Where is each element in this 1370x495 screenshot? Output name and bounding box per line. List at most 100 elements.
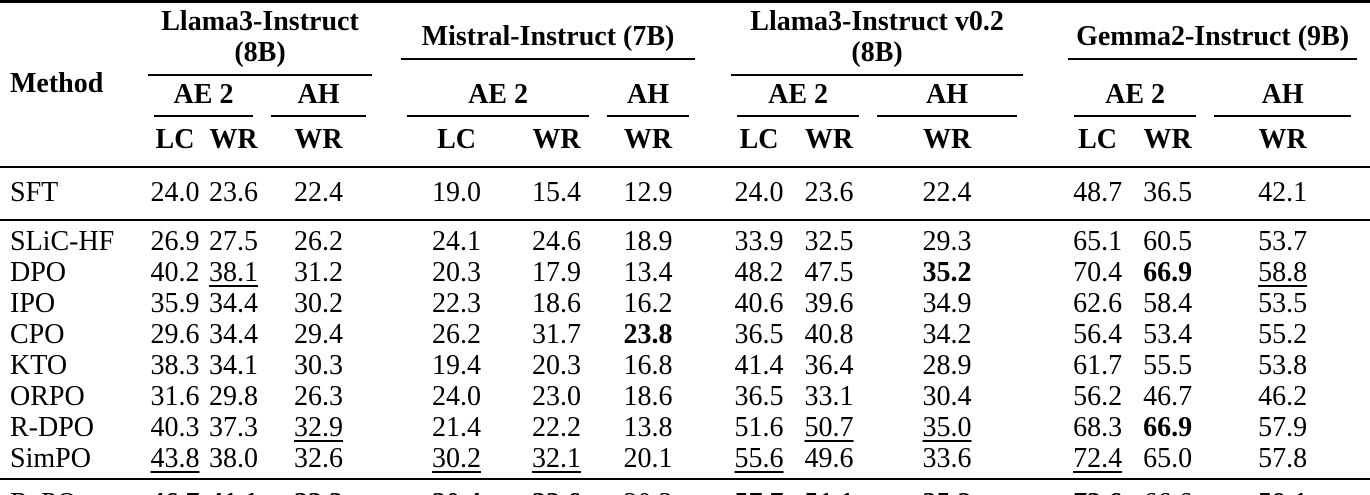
value: 65.0 <box>1143 442 1193 474</box>
value: 48.7 <box>1073 177 1123 209</box>
value-cell: 39.6 <box>790 288 868 319</box>
value: 62.6 <box>1073 287 1123 319</box>
value: 57.8 <box>1258 442 1308 474</box>
value: 21.4 <box>432 411 482 443</box>
value-cell: 56.2 <box>1065 381 1130 412</box>
benchmark-header-ah: AH <box>262 76 398 118</box>
value-cell: 20.3 <box>598 479 728 495</box>
metric-header-lc: LC <box>145 117 205 169</box>
value: 24.0 <box>734 177 784 209</box>
method-cell: ORPO <box>10 380 85 412</box>
method-cell: CPO <box>10 318 65 350</box>
value-cell: 29.6 <box>145 319 205 350</box>
metric-header-lc: LC <box>728 117 791 169</box>
value-cell: 40.6 <box>728 288 790 319</box>
value-cell: 48.2 <box>728 257 790 288</box>
value: 30.2 <box>294 287 343 319</box>
value: 16.8 <box>623 349 673 381</box>
value-cell: 31.7 <box>515 319 598 350</box>
value: 26.2 <box>432 318 482 350</box>
value-cell: 19.0 <box>398 167 516 221</box>
model-group-header-llama3: Llama3-Instruct (8B) <box>145 2 398 76</box>
value: 19.4 <box>432 349 482 381</box>
value: 34.4 <box>209 287 258 319</box>
table-row-dpo: DPO 40.2 38.1 31.2 20.3 17.9 13.4 48.2 47.5 35.2 7… <box>0 257 1370 288</box>
value-cell: 55.5 <box>1130 350 1205 381</box>
value-cell: 72.4 <box>1065 442 1131 480</box>
value: 24.0 <box>432 380 482 412</box>
benchmark-header-row: AE 2 AH AE 2 AH AE 2 AH AE 2 AH <box>0 76 1370 118</box>
value-cell: 22.3 <box>398 288 515 319</box>
value: 56.2 <box>1073 380 1123 412</box>
value: 16.2 <box>623 287 673 319</box>
metric-header-wr: WR <box>790 117 869 169</box>
value-cell: 41.4 <box>728 350 790 381</box>
value: 48.2 <box>734 256 784 288</box>
value-cell: 35.9 <box>145 288 205 319</box>
value: 35.9 <box>150 287 200 319</box>
value: 24.0 <box>150 177 200 209</box>
value: 31.7 <box>532 318 582 350</box>
value-cell: 35.2 <box>868 257 1065 288</box>
second-best-value: 38.1 <box>209 256 258 288</box>
value: 49.6 <box>804 442 854 474</box>
value-cell: 18.6 <box>598 381 728 412</box>
value-cell: 66.9 <box>1130 412 1205 443</box>
value: 22.4 <box>294 177 343 209</box>
value-cell: 30.4 <box>398 479 515 495</box>
metric-header-ah-wr: WR <box>598 117 729 169</box>
value-cell: 24.0 <box>398 381 515 412</box>
value: 28.9 <box>922 349 972 381</box>
value: 32.6 <box>294 442 343 474</box>
value-cell: 56.4 <box>1065 319 1130 350</box>
value-cell: 53.7 <box>1205 220 1370 257</box>
best-value: 46.7 <box>151 488 200 495</box>
value-cell: 38.3 <box>145 350 205 381</box>
value-cell: 34.2 <box>868 319 1065 350</box>
value-cell: 23.0 <box>515 381 598 412</box>
value-cell: 46.7 <box>145 479 205 495</box>
value: 33.1 <box>804 380 854 412</box>
value-cell: 46.7 <box>1130 381 1205 412</box>
value-cell: 49.6 <box>790 442 869 480</box>
value-cell: 22.4 <box>262 167 399 221</box>
second-best-value: 55.6 <box>734 442 784 474</box>
method-cell: SimPO <box>0 442 145 480</box>
value: 27.5 <box>209 225 258 257</box>
value-cell: 34.4 <box>205 319 262 350</box>
metric-header-ah-wr: WR <box>1205 117 1370 169</box>
model-header-row: Method Llama3-Instruct (8B) Mistral-Inst… <box>0 1 1370 169</box>
second-best-value: 66.6 <box>1143 488 1192 495</box>
method-cell: R-DPO <box>10 411 95 443</box>
value-cell: 32.5 <box>790 220 868 257</box>
value: 34.4 <box>209 318 258 350</box>
value-cell: 65.0 <box>1130 442 1206 480</box>
method-cell: KTO <box>10 349 68 381</box>
value: 39.6 <box>804 287 854 319</box>
benchmark-header-ae2: AE 2 <box>398 76 598 118</box>
benchmark-header-ae2: AE 2 <box>728 76 868 118</box>
value-cell: 35.0 <box>868 412 1065 443</box>
value-cell: 62.6 <box>1065 288 1130 319</box>
best-value: 59.1 <box>1258 488 1307 495</box>
value-cell: 26.3 <box>262 381 398 412</box>
value-cell: 18.9 <box>598 220 728 257</box>
best-value: 66.9 <box>1143 256 1193 288</box>
value: 55.2 <box>1258 318 1308 350</box>
value-cell: 15.4 <box>515 167 599 221</box>
value-cell: 13.4 <box>598 257 728 288</box>
benchmark-header-ae2: AE 2 <box>145 76 262 118</box>
value-cell: 36.5 <box>1130 167 1206 221</box>
value-cell: 17.9 <box>515 257 598 288</box>
value-cell: 33.3 <box>262 479 398 495</box>
value: 19.0 <box>432 177 482 209</box>
best-value: 33.6 <box>532 488 581 495</box>
benchmark-header-ah: AH <box>868 76 1065 118</box>
model-group-header-gemma2: Gemma2-Instruct (9B) <box>1065 2 1370 76</box>
value: 26.2 <box>294 225 343 257</box>
value: 20.3 <box>432 256 482 288</box>
value-cell: 32.9 <box>262 412 398 443</box>
value: 34.1 <box>209 349 258 381</box>
value-cell: 68.3 <box>1065 412 1130 443</box>
